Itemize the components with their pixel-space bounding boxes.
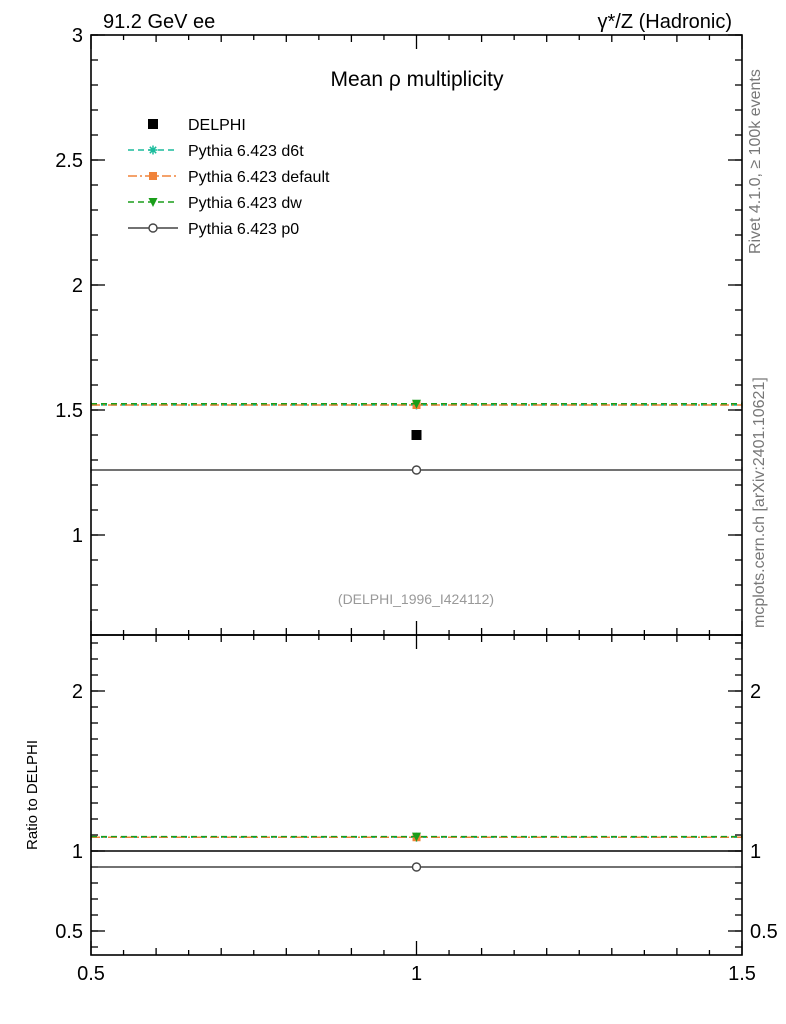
legend-marker-3 <box>148 198 158 207</box>
rivet-version-label: Rivet 4.1.0, ≥ 100k events <box>747 69 764 254</box>
ratio-y-tick-label-left: 1 <box>72 841 83 863</box>
plot-title: Mean ρ multiplicity <box>331 68 504 91</box>
main-y-tick-label: 2 <box>72 275 83 297</box>
x-tick-label: 1 <box>411 963 422 985</box>
legend-marker-0 <box>148 119 158 129</box>
ratio-y-tick-label-left: 2 <box>72 681 83 703</box>
ratio-y-axis-label: Ratio to DELPHI <box>24 740 41 850</box>
ratio-y-tick-label-right: 1 <box>750 841 761 863</box>
legend-label-4: Pythia 6.423 p0 <box>188 221 299 238</box>
main-y-tick-label: 3 <box>72 25 83 47</box>
legend-marker-1 <box>148 145 158 155</box>
mcplots-label: mcplots.cern.ch [arXiv:2401.10621] <box>751 377 768 628</box>
series-marker-4 <box>411 465 422 475</box>
x-tick-label: 1.5 <box>728 963 756 985</box>
legend-marker-4 <box>148 223 158 233</box>
main-plot-panel: 1 1.5 2 2.5 3 Mean ρ multiplicity (DELPHI_19… <box>55 25 743 636</box>
legend-label-1: Pythia 6.423 d6t <box>188 143 304 160</box>
legend-marker-2 <box>149 172 157 180</box>
x-tick-label: 0.5 <box>77 963 105 985</box>
analysis-label: (DELPHI_1996_I424112) <box>338 591 494 607</box>
ratio-series-marker-3 <box>411 862 422 872</box>
legend: DELPHI Pythia 6.423 d6t Pythia 6.423 defau… <box>128 117 330 238</box>
ratio-plot-panel: 0.5 0.5 1 1 2 2 Ratio to DELPHI 0.5 1 1.5 <box>24 634 778 985</box>
ratio-y-tick-label-left: 0.5 <box>55 921 83 943</box>
ratio-plot-frame <box>90 634 743 956</box>
legend-label-0: DELPHI <box>188 117 246 134</box>
header-energy-label: 91.2 GeV ee <box>103 11 215 33</box>
ratio-y-tick-label-right: 0.5 <box>750 921 778 943</box>
legend-label-2: Pythia 6.423 default <box>188 169 330 186</box>
header-process-label: γ*/Z (Hadronic) <box>598 11 732 33</box>
main-y-tick-label: 2.5 <box>55 150 83 172</box>
series-marker-3 <box>412 399 421 409</box>
series-marker-0 <box>411 430 422 440</box>
ratio-series-marker-2 <box>412 832 421 842</box>
legend-label-3: Pythia 6.423 dw <box>188 195 302 212</box>
main-y-tick-label: 1 <box>72 525 83 547</box>
ratio-y-tick-label-right: 2 <box>750 681 761 703</box>
main-y-tick-label: 1.5 <box>55 400 83 422</box>
